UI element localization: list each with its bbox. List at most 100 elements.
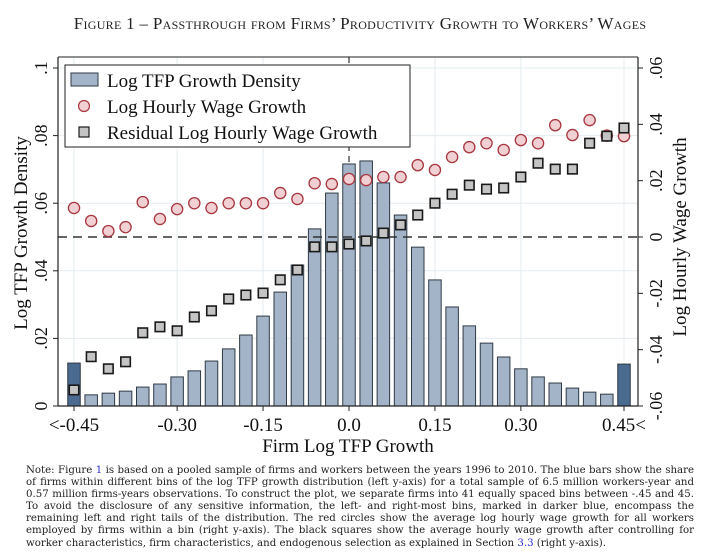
wage-growth-point bbox=[205, 201, 218, 215]
density-bars bbox=[67, 160, 631, 407]
density-bar bbox=[548, 382, 562, 407]
wage-growth-point bbox=[411, 158, 424, 172]
residual-wage-growth-point bbox=[480, 183, 493, 195]
wage-growth-point bbox=[531, 136, 545, 150]
legend-circle-marker bbox=[77, 99, 91, 113]
density-bar bbox=[84, 394, 98, 407]
left-y-tick-label: .02 bbox=[31, 327, 51, 350]
x-axis-label: Firm Log TFP Growth bbox=[262, 436, 434, 457]
figure-reference-link[interactable]: 1 bbox=[95, 465, 103, 476]
left-y-tick-label: .04 bbox=[31, 260, 51, 283]
density-bar bbox=[411, 246, 425, 407]
residual-wage-growth-point bbox=[584, 137, 596, 149]
legend: Log TFP Growth Density Log Hourly Wage G… bbox=[64, 64, 411, 148]
density-bar bbox=[256, 315, 270, 407]
density-bar bbox=[307, 228, 322, 407]
residual-wage-growth-point bbox=[532, 157, 544, 169]
residual-wage-growth-point bbox=[257, 287, 269, 299]
right-y-tick-label: .06 bbox=[646, 57, 666, 80]
wage-growth-point bbox=[342, 172, 356, 186]
density-bar bbox=[359, 160, 373, 407]
residual-wage-growth-point bbox=[240, 289, 252, 301]
residual-wage-growth-point bbox=[618, 122, 630, 134]
left-y-axis-label: Log TFP Growth Density bbox=[11, 136, 32, 330]
x-tick-label: -0.15 bbox=[243, 415, 283, 436]
wage-growth-point bbox=[84, 214, 98, 228]
residual-wage-growth-point bbox=[377, 227, 389, 239]
residual-wage-growth-point bbox=[120, 356, 132, 368]
wage-growth-point bbox=[170, 202, 184, 216]
section-reference-link[interactable]: 3.3 bbox=[517, 537, 534, 549]
residual-wage-growth-point bbox=[566, 163, 578, 175]
residual-wage-growth-point bbox=[412, 209, 424, 221]
residual-wage-growth-point bbox=[154, 321, 166, 333]
legend-bar-swatch bbox=[70, 72, 99, 87]
residual-wage-growth-point bbox=[274, 274, 286, 286]
left-y-tick-label: .06 bbox=[31, 192, 51, 215]
x-tick-label: 0.0 bbox=[337, 415, 361, 436]
wage-growth-point bbox=[359, 173, 373, 187]
residual-wage-growth-point bbox=[429, 197, 441, 209]
residual-wage-growth-point bbox=[395, 219, 407, 231]
x-tick-label: 0.15 bbox=[418, 415, 451, 436]
residual-wage-growth-point bbox=[85, 351, 97, 363]
left-y-tick-label: 0 bbox=[31, 402, 51, 411]
residual-wage-growth-point bbox=[360, 235, 372, 247]
residual-wage-growth-point bbox=[205, 305, 218, 317]
wage-growth-point bbox=[566, 128, 579, 142]
density-bar bbox=[496, 356, 511, 407]
density-bar bbox=[428, 279, 442, 407]
wage-growth-point bbox=[428, 163, 442, 177]
residual-wage-growth-point bbox=[326, 241, 338, 253]
density-bar bbox=[600, 393, 614, 407]
residual-wage-growth-point bbox=[515, 171, 527, 183]
wage-growth-point bbox=[549, 118, 562, 132]
wage-growth-point bbox=[67, 201, 81, 215]
density-bar bbox=[170, 376, 184, 407]
legend-square-marker bbox=[78, 126, 90, 138]
residual-wage-growth-point bbox=[343, 238, 355, 250]
residual-wage-growth-point bbox=[68, 384, 80, 396]
residual-wage-growth-point bbox=[102, 363, 114, 375]
note-body: is based on a pooled sample of firms and… bbox=[26, 465, 694, 549]
wage-growth-point bbox=[102, 224, 115, 238]
residual-wage-growth-point bbox=[463, 179, 475, 191]
right-y-tick-label: .02 bbox=[646, 169, 666, 192]
density-bar bbox=[273, 291, 287, 407]
figure-title: Figure 1 – Passthrough from Firms’ Produ… bbox=[73, 14, 647, 33]
residual-wage-growth-point bbox=[601, 130, 613, 142]
note-end: (right y-axis). bbox=[533, 537, 607, 549]
wage-growth-point bbox=[463, 140, 476, 154]
density-bar bbox=[239, 334, 253, 407]
legend-label-residual: Residual Log Hourly Wage Growth bbox=[107, 123, 378, 144]
density-bar bbox=[136, 386, 150, 407]
density-bar bbox=[325, 192, 339, 407]
residual-wage-growth-point bbox=[291, 264, 303, 276]
wage-growth-point bbox=[136, 195, 149, 209]
axes: 0 .02 .04 .06 .08 .1 -.06 -.04 -.02 0 .02 .04 .06 <-0… bbox=[31, 56, 666, 436]
density-bar bbox=[118, 390, 133, 407]
density-bar bbox=[393, 214, 408, 407]
wage-growth-point bbox=[273, 186, 287, 200]
density-bar bbox=[462, 325, 477, 407]
tail-density-bar bbox=[617, 363, 631, 407]
density-bar bbox=[479, 342, 494, 407]
density-bar bbox=[565, 387, 580, 407]
wage-growth-point bbox=[377, 170, 390, 184]
right-y-tick-label: -.04 bbox=[646, 335, 666, 364]
wage-growth-point bbox=[480, 136, 493, 150]
density-bar bbox=[187, 370, 202, 407]
wage-growth-point bbox=[583, 113, 596, 127]
note-prefix: Note: Figure bbox=[26, 465, 96, 476]
wage-growth-point bbox=[222, 196, 235, 210]
residual-wage-growth-point bbox=[137, 327, 149, 339]
wage-growth-point bbox=[325, 177, 339, 191]
x-tick-label: -0.30 bbox=[157, 415, 197, 436]
wage-growth-point bbox=[153, 212, 167, 226]
right-y-tick-label: .04 bbox=[646, 113, 666, 136]
density-bar bbox=[290, 264, 305, 407]
wage-growth-point bbox=[291, 192, 304, 206]
density-bar bbox=[342, 163, 356, 407]
residual-wage-growth-point bbox=[171, 325, 183, 337]
right-y-tick-label: -.06 bbox=[646, 392, 666, 421]
